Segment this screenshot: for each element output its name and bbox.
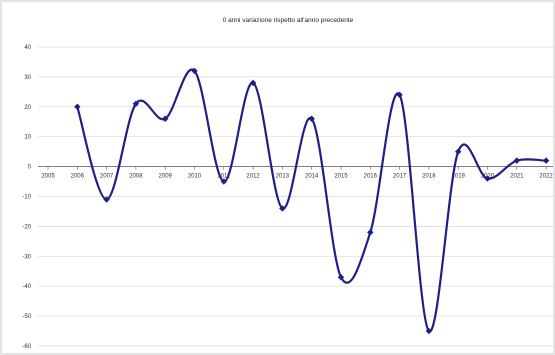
data-point: [367, 229, 374, 236]
y-tick-label: -40: [22, 284, 31, 290]
x-tick-label: 2010: [188, 174, 202, 180]
x-tick-label: 2018: [422, 174, 436, 180]
y-tick-label: 20: [24, 105, 31, 111]
x-tick-label: 2016: [364, 174, 378, 180]
data-point: [249, 79, 257, 87]
x-axis-ticks: 2005 2006 2007 2008 2009 2010 2011 2012 2013 2014…: [41, 166, 553, 180]
data-point: [162, 115, 169, 122]
data-point: [74, 103, 81, 110]
x-tick-label: 2015: [334, 174, 348, 180]
chart-title: 0 anni variazione rispetto all'anno prec…: [223, 17, 354, 24]
x-tick-label: 2022: [539, 174, 553, 180]
y-tick-label: 0: [28, 165, 32, 171]
x-tick-label: 2006: [71, 174, 85, 180]
y-tick-label: 40: [24, 45, 31, 51]
data-point: [542, 157, 550, 164]
x-tick-label: 2012: [246, 174, 260, 180]
data-point: [191, 67, 198, 75]
data-point: [279, 205, 286, 212]
y-axis-ticks: 40 30 20 10 0 -10 -20 -30 -40 -50 -60: [22, 45, 31, 350]
data-point: [425, 327, 433, 335]
data-point: [513, 157, 520, 164]
y-tick-label: 10: [24, 135, 31, 141]
x-tick-label: 2013: [276, 174, 290, 180]
data-point: [484, 175, 491, 182]
data-point: [132, 100, 140, 108]
data-point: [220, 178, 227, 185]
y-tick-label: -20: [22, 224, 31, 230]
x-tick-label: 2019: [452, 174, 466, 180]
gridlines: [38, 46, 553, 347]
x-tick-label: 2014: [305, 174, 319, 180]
data-point: [103, 196, 110, 203]
y-tick-label: -30: [22, 254, 31, 260]
x-tick-label: 2008: [129, 174, 143, 180]
data-point: [396, 91, 403, 99]
y-tick-label: -10: [22, 195, 31, 201]
data-point: [455, 148, 462, 155]
x-tick-label: 2007: [100, 174, 114, 180]
x-tick-label: 2017: [393, 174, 407, 180]
data-point: [337, 274, 345, 281]
x-tick-label: 2021: [510, 174, 524, 180]
y-tick-label: -60: [22, 344, 31, 350]
y-tick-label: -50: [22, 314, 31, 320]
x-tick-label: 2011: [217, 174, 231, 180]
series-layer: [74, 67, 550, 335]
x-tick-label: 2009: [159, 174, 173, 180]
data-point: [308, 115, 315, 122]
x-tick-label: 2005: [41, 174, 55, 180]
y-tick-label: 30: [24, 75, 31, 81]
